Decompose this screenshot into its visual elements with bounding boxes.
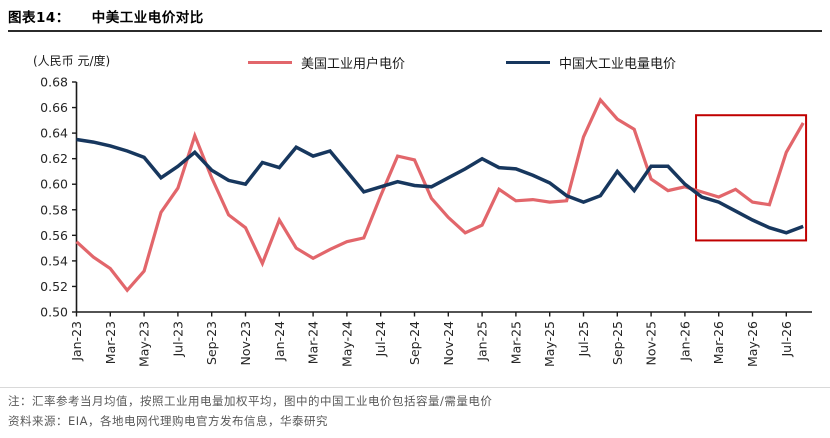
x-tick-label: May-26 bbox=[745, 321, 760, 367]
y-tick-label: 0.60 bbox=[40, 177, 68, 192]
x-tick-label: May-23 bbox=[137, 321, 152, 367]
x-tick-label: Mar-23 bbox=[103, 321, 118, 364]
chart-legend: 美国工业用户电价 中国大工业电量电价 bbox=[0, 53, 830, 72]
x-tick-label: Sep-23 bbox=[204, 321, 219, 365]
us-line-swatch bbox=[248, 61, 292, 64]
y-tick-label: 0.50 bbox=[40, 305, 68, 320]
us-price-line bbox=[75, 96, 805, 293]
y-tick-label: 0.68 bbox=[40, 75, 68, 90]
figure-title: 中美工业电价对比 bbox=[91, 10, 204, 26]
x-tick-label: May-25 bbox=[542, 321, 557, 367]
x-tick-label: Nov-25 bbox=[644, 321, 659, 365]
x-tick-label: Nov-24 bbox=[441, 321, 456, 366]
x-tick-label: Jan-23 bbox=[69, 321, 84, 362]
x-tick-label: Jul-25 bbox=[576, 321, 591, 358]
x-tick-label: Jan-24 bbox=[272, 321, 287, 362]
y-tick-label: 0.52 bbox=[40, 279, 68, 294]
x-tick-label: Jul-26 bbox=[779, 321, 794, 358]
x-tick-label: Mar-25 bbox=[508, 321, 523, 364]
cn-line-swatch bbox=[506, 60, 550, 65]
y-tick-label: 0.64 bbox=[40, 126, 68, 141]
x-tick-label: Sep-24 bbox=[407, 321, 422, 365]
y-tick-label: 0.66 bbox=[40, 100, 68, 115]
x-tick-label: Jul-24 bbox=[373, 321, 388, 358]
forecast-highlight-box bbox=[695, 114, 808, 242]
footnote-source: 资料来源：EIA，各地电网代理购电官方发布信息，华泰研究 bbox=[8, 413, 329, 428]
footnotes: 注：汇率参考当月均值，按照工业用电量加权平均，图中的中国工业电价包括容量/需量电… bbox=[8, 392, 822, 432]
x-tick-label: May-24 bbox=[339, 321, 354, 367]
cn-price-line bbox=[76, 137, 804, 235]
legend-item-us: 美国工业用户电价 bbox=[248, 53, 405, 72]
y-axis-unit-label: (人民币 元/度) bbox=[33, 54, 111, 68]
legend-label-us: 美国工业用户电价 bbox=[301, 57, 406, 72]
x-tick-label: Mar-24 bbox=[306, 321, 321, 364]
footnote-method: 注：汇率参考当月均值，按照工业用电量加权平均，图中的中国工业电价包括容量/需量电… bbox=[8, 394, 493, 408]
x-tick-label: Jul-23 bbox=[170, 321, 185, 358]
x-tick-label: Mar-26 bbox=[711, 321, 726, 364]
y-tick-label: 0.58 bbox=[40, 202, 68, 217]
x-tick-label: Sep-25 bbox=[610, 321, 625, 365]
y-tick-label: 0.56 bbox=[40, 228, 68, 243]
y-tick-label: 0.62 bbox=[40, 151, 68, 166]
x-tick-label: Nov-23 bbox=[238, 321, 253, 365]
legend-label-cn: 中国大工业电量电价 bbox=[559, 57, 677, 72]
x-tick-label: Jan-25 bbox=[475, 321, 490, 362]
figure-header: 图表14： 中美工业电价对比 bbox=[8, 6, 822, 26]
x-tick-label: Jan-26 bbox=[677, 321, 692, 362]
footer-divider bbox=[0, 387, 830, 388]
title-divider bbox=[8, 30, 822, 32]
legend-item-cn: 中国大工业电量电价 bbox=[506, 53, 676, 72]
y-tick-label: 0.54 bbox=[40, 253, 68, 268]
figure-number-label: 图表14： bbox=[8, 10, 70, 26]
